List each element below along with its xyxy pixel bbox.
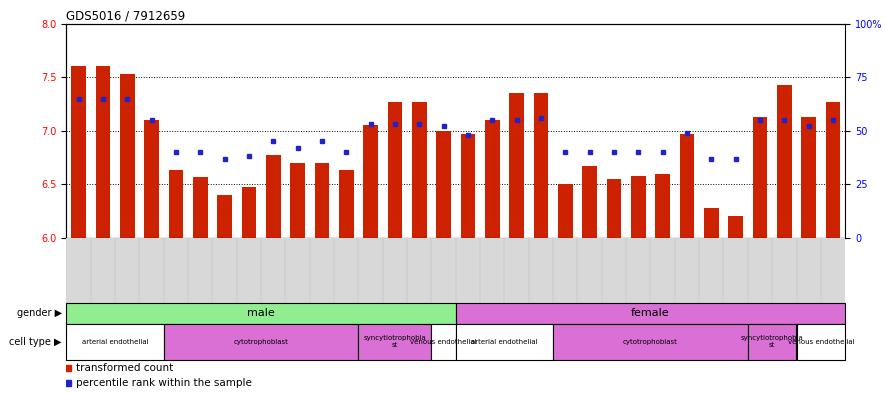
Bar bbox=[802, 117, 816, 238]
Bar bbox=[777, 84, 792, 238]
Bar bbox=[631, 176, 646, 238]
Bar bbox=[96, 66, 110, 238]
Bar bbox=[748, 324, 796, 360]
Bar bbox=[290, 163, 304, 238]
Bar bbox=[456, 324, 553, 360]
Bar bbox=[582, 166, 596, 238]
Bar bbox=[358, 324, 431, 360]
Bar bbox=[704, 208, 719, 238]
Text: transformed count: transformed count bbox=[76, 363, 173, 373]
Text: arterial endothelial: arterial endothelial bbox=[471, 339, 538, 345]
Bar bbox=[558, 184, 573, 238]
Bar bbox=[655, 174, 670, 238]
Bar bbox=[144, 120, 159, 238]
Text: gender ▶: gender ▶ bbox=[17, 309, 62, 318]
Bar bbox=[460, 134, 475, 238]
Text: GDS5016 / 7912659: GDS5016 / 7912659 bbox=[65, 9, 185, 22]
Bar bbox=[509, 93, 524, 238]
Text: venous endothelial: venous endothelial bbox=[788, 339, 854, 345]
Bar bbox=[412, 102, 427, 238]
Text: cytotrophoblast: cytotrophoblast bbox=[234, 339, 289, 345]
Bar bbox=[119, 74, 135, 238]
Text: venous endothelial: venous endothelial bbox=[411, 339, 477, 345]
Bar bbox=[66, 324, 164, 360]
Bar bbox=[456, 303, 845, 324]
Bar bbox=[315, 163, 329, 238]
Bar bbox=[339, 170, 353, 238]
Bar bbox=[242, 187, 257, 238]
Text: syncytiotrophobla
st: syncytiotrophobla st bbox=[364, 335, 427, 349]
Text: arterial endothelial: arterial endothelial bbox=[81, 339, 149, 345]
Bar bbox=[607, 179, 621, 238]
Bar bbox=[728, 216, 743, 238]
Bar bbox=[553, 324, 748, 360]
Text: male: male bbox=[247, 309, 275, 318]
Bar bbox=[66, 303, 456, 324]
Bar bbox=[796, 324, 845, 360]
Bar bbox=[436, 130, 450, 238]
Bar bbox=[168, 170, 183, 238]
Bar bbox=[388, 102, 402, 238]
Bar bbox=[534, 93, 549, 238]
Bar bbox=[266, 155, 281, 238]
Text: female: female bbox=[631, 309, 670, 318]
Text: cell type ▶: cell type ▶ bbox=[10, 337, 62, 347]
Bar bbox=[164, 324, 358, 360]
Text: percentile rank within the sample: percentile rank within the sample bbox=[76, 378, 252, 388]
Text: cytotrophoblast: cytotrophoblast bbox=[623, 339, 678, 345]
Bar bbox=[432, 324, 456, 360]
Bar bbox=[485, 120, 499, 238]
Bar bbox=[72, 66, 86, 238]
Bar bbox=[363, 125, 378, 238]
Bar bbox=[680, 134, 695, 238]
Text: syncytiotrophobla
st: syncytiotrophobla st bbox=[741, 335, 804, 349]
Bar bbox=[826, 102, 841, 238]
Bar bbox=[752, 117, 767, 238]
Bar bbox=[218, 195, 232, 238]
Bar bbox=[193, 177, 207, 238]
